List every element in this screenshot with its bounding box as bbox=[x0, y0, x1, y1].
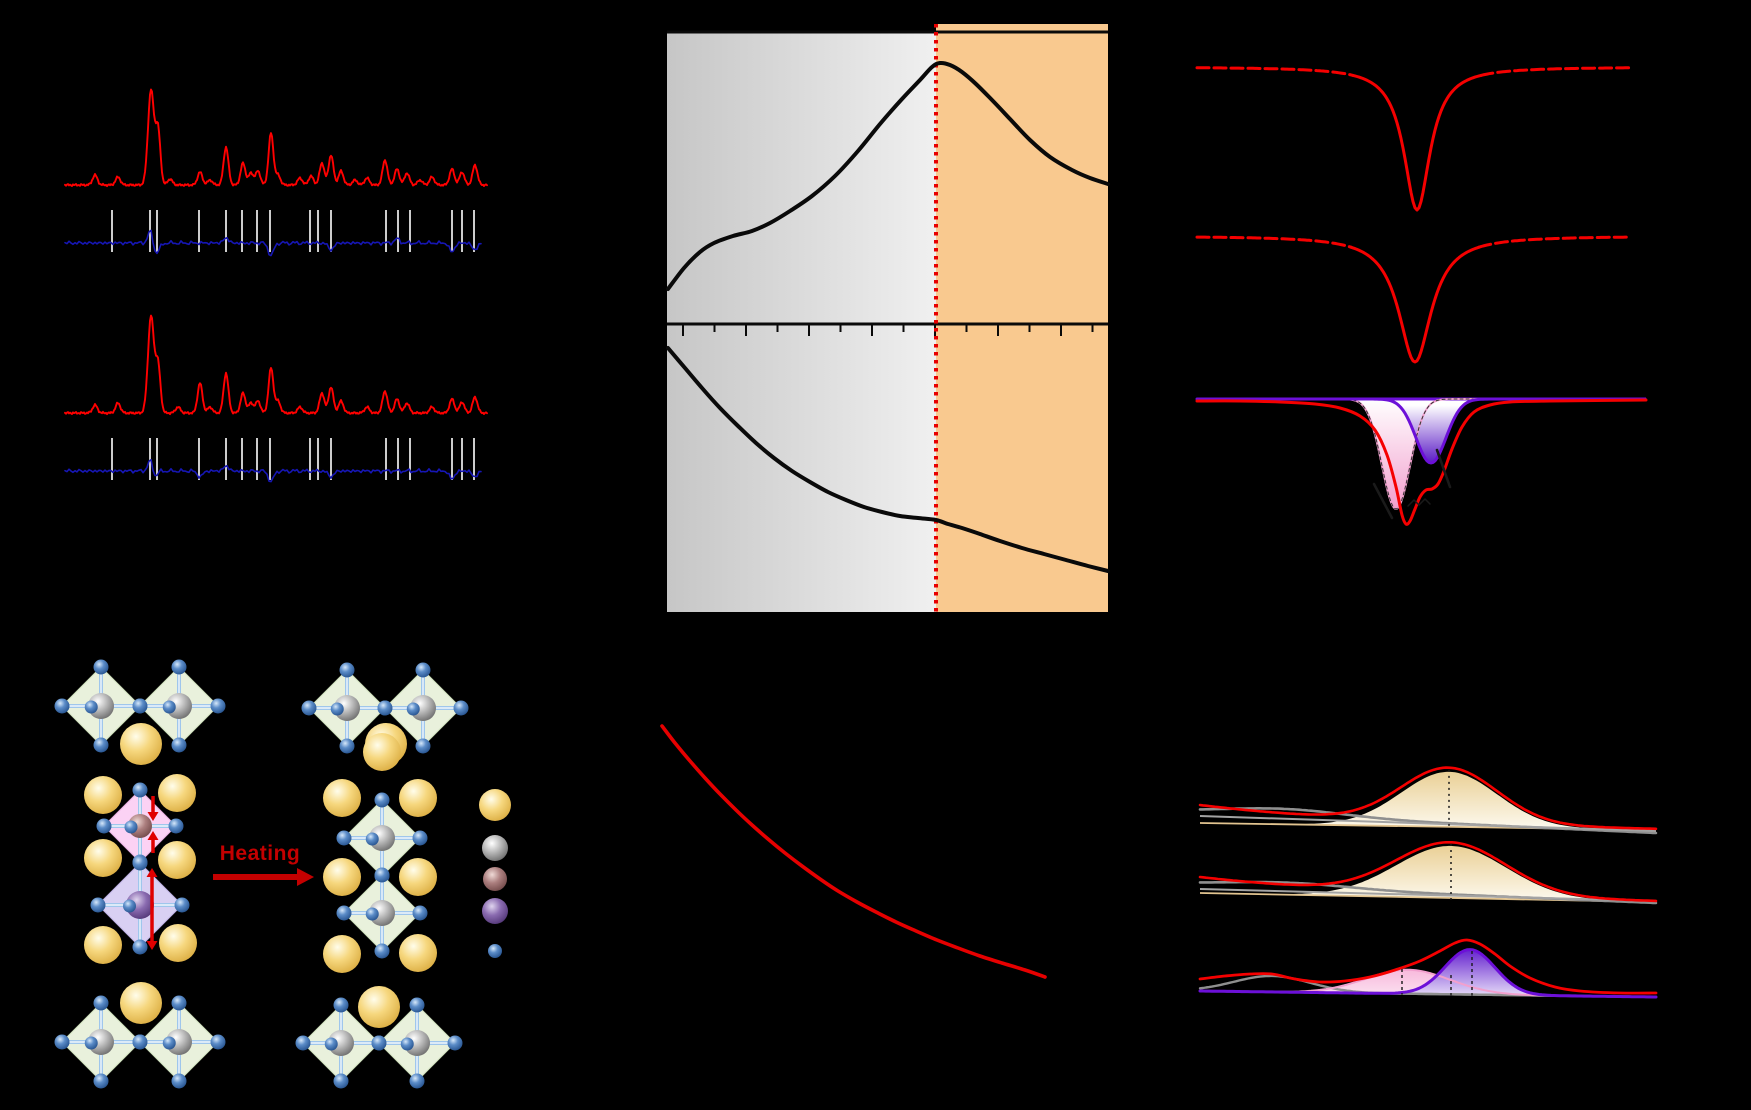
panel-xrd-refinements bbox=[64, 88, 488, 483]
panel-decay bbox=[660, 724, 1047, 979]
panel-deconvolution bbox=[1198, 766, 1658, 999]
heating-label: Heating bbox=[219, 842, 301, 865]
panel-dsc bbox=[666, 24, 1110, 612]
panel-structures bbox=[54, 659, 511, 1089]
panel-nqr-spectra bbox=[1195, 66, 1648, 526]
